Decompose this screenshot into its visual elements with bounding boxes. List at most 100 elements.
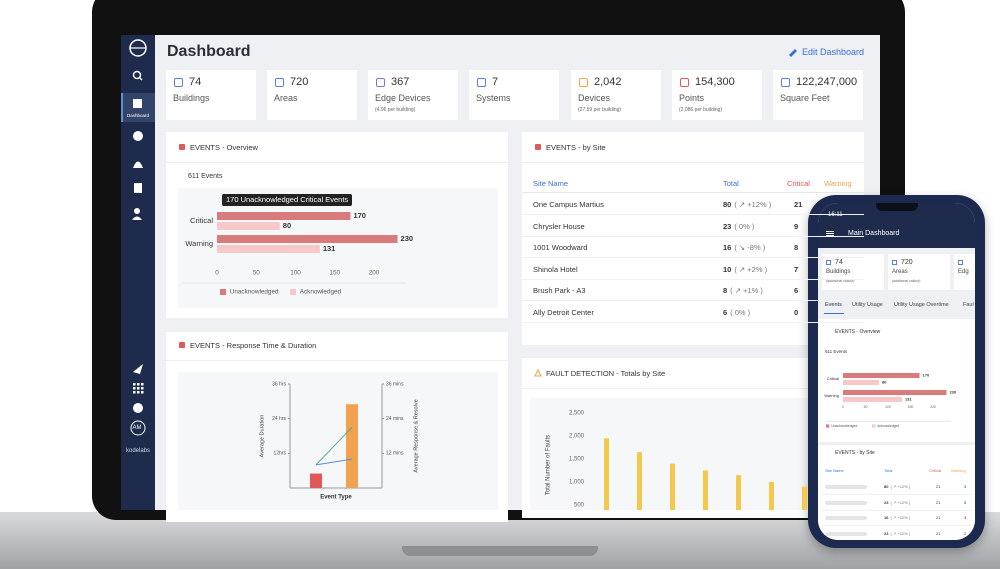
fault-chart: 500 1,000 1,500 2,000 2,500 Total Number of F… [546,411,807,510]
x-tick-label: 150 [908,405,914,409]
bar [217,222,280,230]
column-header: Site Name [825,468,844,473]
total-cell: 80( ↗ +12% ) [723,201,771,209]
apps-icon[interactable] [133,383,144,394]
total-value: 16 [723,243,732,252]
stat-icon [826,260,831,265]
row-divider [522,300,864,301]
y-tick-label: 36 hrs [272,381,286,387]
x-tick-label: 50 [864,405,868,409]
edit-dashboard[interactable]: Edit Dashboard [802,47,865,57]
x-tick-label: 200 [369,270,380,277]
value-label: 230 [950,390,957,395]
laptop-notch [402,546,598,556]
stat-label: Areas [892,269,908,275]
column-header: Warning [951,468,966,473]
warning-value: 5 [964,499,967,505]
y2-tick-label: 36 mins [386,381,404,387]
row-divider [522,257,864,258]
column-header: Total [723,179,739,188]
search-icon[interactable] [132,70,142,80]
stat-value: 74 [189,76,202,88]
stat-label: Areas [274,93,298,103]
total-change: ( ↘ -8% ) [734,243,766,252]
brand: kodelabs [125,448,151,454]
chart-box [178,372,498,510]
warning-icon [534,368,542,377]
category-label: Warning [185,239,213,248]
total-change: ( 0% ) [734,221,755,231]
rocket-icon[interactable] [133,364,143,374]
warning-value: 3 [964,515,967,520]
column-header: Warning [824,179,852,188]
total-change: ( ↗ +12% ) [890,484,911,489]
value-label: 80 [882,380,887,385]
phone-card [822,254,884,290]
dashboard-icon[interactable] [133,99,142,108]
value-label: 230 [401,234,414,243]
y2-tick-label: 12 mins [386,451,404,457]
column-header: Critical [787,179,810,188]
category-label: Critical [827,376,839,381]
response-chart: 12hrs 24 hrs 36 hrs 12 mins 24 mins 36 mins Av… [259,381,419,500]
total-cell: 23( 0% ) [723,221,755,231]
legend-swatch [220,289,226,295]
y-tick-label: 2,500 [569,411,585,417]
phone-card [954,254,975,290]
total-value: 8 [723,286,728,295]
bar [670,463,675,510]
total-value: 6 [723,307,728,317]
critical-value: 8 [794,243,799,252]
stat-value: 154,300 [695,76,735,88]
stat-label: Devices [578,93,611,103]
stat-icon [477,78,486,87]
alarm-icon[interactable] [133,161,143,169]
row-divider [522,214,864,215]
bar [217,212,351,220]
line [315,458,353,466]
total-value: 23 [884,530,889,536]
sidebar-icons [129,39,147,436]
tab[interactable]: Utility Usage [852,302,883,308]
user-icon[interactable] [134,208,140,214]
clock-icon[interactable] [133,131,143,141]
menu-icon[interactable] [826,233,834,234]
total-cell: 23( ↗ +12% ) [884,500,910,505]
row-divider [822,525,972,526]
tooltip: 170 Unacknowledged Critical Events [222,194,353,206]
site-name: Brush Park - A3 [533,286,586,295]
site-name: Shinola Hotel [533,264,578,274]
search-icon[interactable] [139,77,143,81]
total-change: ( ↗ +1% ) [730,286,763,295]
blurred-site [825,500,867,505]
user-icon[interactable] [132,216,142,221]
tab[interactable]: Faul [963,302,974,308]
legend-label: Acknowledged [877,424,899,428]
category-label: Critical [190,216,213,225]
report-icon[interactable] [134,183,142,193]
blurred-site [825,516,867,520]
total-value: 80 [723,200,732,209]
avatar[interactable] [130,420,146,436]
panel-divider [166,162,508,163]
help-icon[interactable] [133,403,143,413]
x-tick-label: 200 [930,405,936,409]
stat-icon [781,78,790,87]
total-change: ( ↗ +12% ) [890,530,911,536]
tab[interactable]: Utility Usage Overtime [894,302,949,308]
site-name: Chrysler House [533,221,585,231]
legend-label: Unacknowledged [230,289,279,296]
row-divider [522,192,864,193]
tab-underline [824,313,844,314]
total-cell: 80( ↗ +12% ) [884,485,910,489]
phone-screen: 16:11 Main Dashboard 74 Buildings (additiona… [818,203,975,540]
sidebar-label[interactable]: Dashboard [126,113,149,118]
avatar-initials: AM [132,425,142,431]
overview-chart: Critical 170 80 Warning 230 131 0 50 100 150 200 Un… [182,211,414,296]
y-axis-label: Average Duration [259,415,265,458]
total-value: 80 [884,484,889,489]
panel-title: EVENTS - Overview [190,143,258,152]
y2-tick-label: 24 mins [386,416,404,422]
tab[interactable]: Events [825,302,842,308]
